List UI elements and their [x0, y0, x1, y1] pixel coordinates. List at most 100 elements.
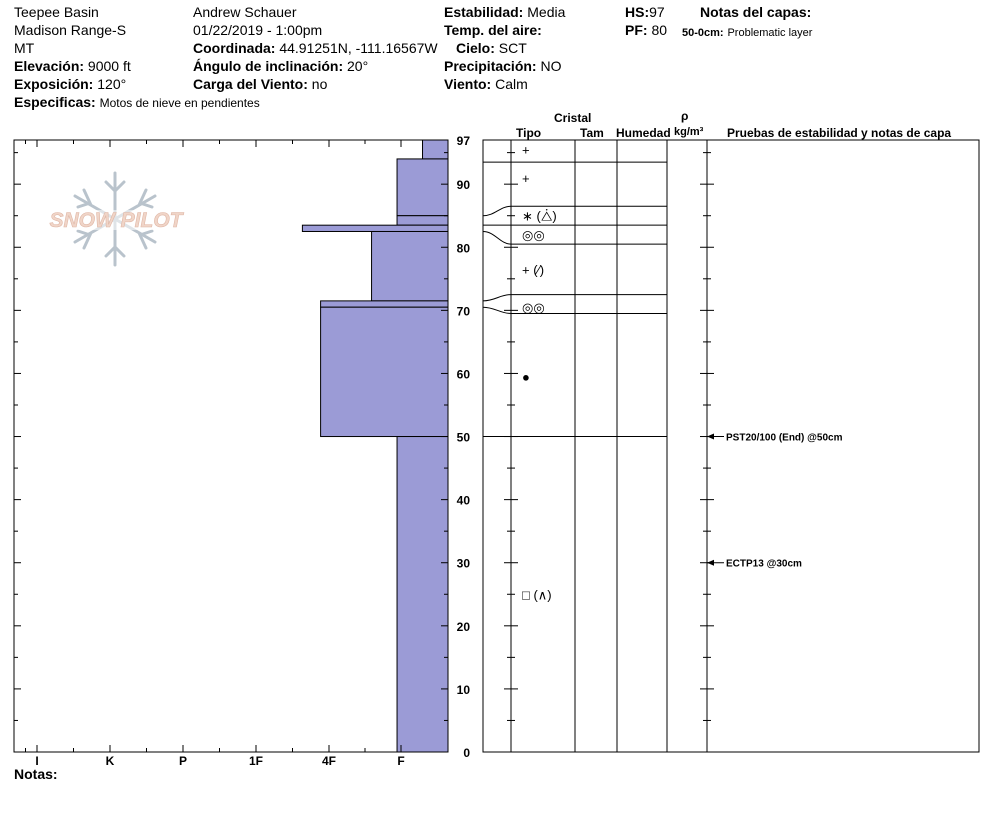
range-name: Madison Range-S	[14, 22, 127, 38]
coordinate-field: Coordinada: 44.91251N, -111.16567W	[193, 40, 438, 56]
crystal-type-glyph: ∗ (⧊)	[522, 209, 557, 224]
hardness-layers	[301, 139, 449, 753]
layer-note-text: Problematic layer	[727, 27, 813, 39]
wind-label: Viento:	[444, 76, 492, 92]
hardness-layer	[301, 224, 449, 232]
layer-notes-title: Notas del capas:	[700, 4, 812, 20]
depth-tick-label: 80	[457, 241, 471, 255]
aspect-label: Exposición:	[14, 76, 94, 92]
sky-field: Cielo: SCT	[456, 40, 527, 56]
elevation-value: 9000 ft	[87, 58, 131, 74]
table-frame	[482, 139, 980, 753]
hardness-layer	[371, 230, 449, 302]
type-header: Tipo	[516, 126, 542, 140]
incline-value: 20°	[347, 58, 369, 74]
test-label: ECTP13 @30cm	[726, 559, 802, 570]
depth-tick-label: 70	[457, 304, 471, 318]
stability-value: Media	[527, 4, 566, 20]
hardness-tick-label: I	[35, 754, 38, 768]
crystal-type-glyph: +	[522, 142, 530, 157]
hardness-layer	[396, 158, 449, 217]
layer-connector	[482, 294, 512, 302]
crystal-type-glyph: ◎◎	[522, 300, 545, 315]
specifics-field: Especificas: Motos de nieve en pendiente…	[14, 94, 260, 111]
air-temp-label: Temp. del aire:	[444, 22, 542, 38]
sky-label: Cielo:	[456, 40, 495, 56]
pf-field: PF: 80	[625, 22, 667, 38]
state-name: MT	[14, 40, 35, 56]
hardness-tick-label: 4F	[322, 754, 336, 768]
test-arrow-head	[707, 433, 714, 440]
depth-tick-label: 40	[457, 494, 471, 508]
aspect-value: 120°	[97, 76, 127, 92]
hs-field: HS:97	[625, 4, 665, 20]
hardness-tick-label: K	[106, 754, 115, 768]
depth-tick-label: 30	[457, 557, 471, 571]
layer-note: 50-0cm: Problematic layer	[682, 23, 812, 41]
hardness-tick-label: P	[179, 754, 187, 768]
size-header: Tam	[580, 126, 604, 140]
depth-tick-label: 97	[457, 134, 471, 148]
specifics-value: Motos de nieve en pendientes	[99, 96, 260, 110]
crystal-header: Cristal	[554, 111, 592, 125]
aspect-field: Exposición: 120°	[14, 76, 126, 92]
wind-field: Viento: Calm	[444, 76, 528, 92]
notes-label: Notas:	[14, 766, 58, 782]
layer-note-depth: 50-0cm:	[682, 27, 724, 39]
test-label: PST20/100 (End) @50cm	[726, 433, 843, 444]
depth-tick-label: 60	[457, 367, 471, 381]
air-temp-field: Temp. del aire:	[444, 22, 542, 38]
depth-axis: 0 10 20 30 40 50 60 70 80 90 97	[14, 134, 714, 760]
wind-value: Calm	[495, 76, 528, 92]
hardness-frame	[13, 139, 449, 753]
test-arrow-head	[707, 559, 714, 566]
stability-tests: PST20/100 (End) @50cm ECTP13 @30cm	[707, 433, 843, 570]
hs-value: 97	[649, 4, 665, 20]
specifics-label: Especificas:	[14, 94, 96, 110]
stability-field: Estabilidad: Media	[444, 4, 565, 20]
incline-field: Ángulo de inclinación: 20°	[193, 58, 368, 74]
observer-name: Andrew Schauer	[193, 4, 297, 20]
precip-value: NO	[540, 58, 562, 74]
sky-value: SCT	[498, 40, 527, 56]
depth-tick-label: 50	[457, 431, 471, 445]
elevation-field: Elevación: 9000 ft	[14, 58, 131, 74]
hardness-tick-label: F	[397, 754, 404, 768]
moisture-header: Humedad	[616, 126, 671, 140]
hardness-layer	[320, 300, 449, 308]
rho-header: ρ	[681, 109, 689, 123]
crystal-type-glyph: □ (∧)	[522, 587, 552, 602]
layer-connector	[482, 205, 512, 217]
tests-header: Pruebas de estabilidad y notas de capa	[727, 126, 952, 140]
hardness-layer	[422, 139, 449, 160]
crystal-type-glyph: +	[522, 171, 530, 186]
hardness-layer	[320, 306, 449, 438]
hs-label: HS:	[625, 4, 650, 20]
coordinate-label: Coordinada:	[193, 40, 276, 56]
hardness-tick-label: 1F	[249, 754, 263, 768]
wind-load-value: no	[311, 76, 328, 92]
depth-tick-label: 10	[457, 683, 471, 697]
hardness-layer	[396, 436, 449, 753]
layer-connector	[482, 230, 512, 245]
pf-label: PF:	[625, 22, 648, 38]
depth-tick-label: 0	[463, 746, 470, 760]
observation-datetime: 01/22/2019 - 1:00pm	[193, 22, 323, 38]
crystal-type-glyph: ●	[522, 370, 530, 385]
crystal-type-glyph: ◎◎	[522, 228, 545, 243]
depth-tick-label: 90	[457, 178, 471, 192]
layer-connector	[482, 306, 512, 315]
crystal-type-glyph: + (⁄)	[522, 262, 544, 277]
wind-load-label: Carga del Viento:	[193, 76, 308, 92]
hardness-ticks: I K P 1F 4F F	[25, 140, 405, 768]
incline-label: Ángulo de inclinación:	[193, 58, 344, 74]
wind-load-field: Carga del Viento: no	[193, 76, 327, 92]
stability-label: Estabilidad:	[444, 4, 524, 20]
density-unit-header: kg/m³	[674, 126, 704, 138]
depth-tick-label: 20	[457, 620, 471, 634]
pf-value: 80	[651, 22, 668, 38]
location-name: Teepee Basin	[14, 4, 99, 20]
snowpilot-logo: SNOW PILOT	[40, 171, 192, 267]
crystal-table: + ∗ (⧊) ◎◎ + (⁄) ◎◎ ● □ (∧) +	[482, 139, 980, 753]
elevation-label: Elevación:	[14, 58, 85, 74]
